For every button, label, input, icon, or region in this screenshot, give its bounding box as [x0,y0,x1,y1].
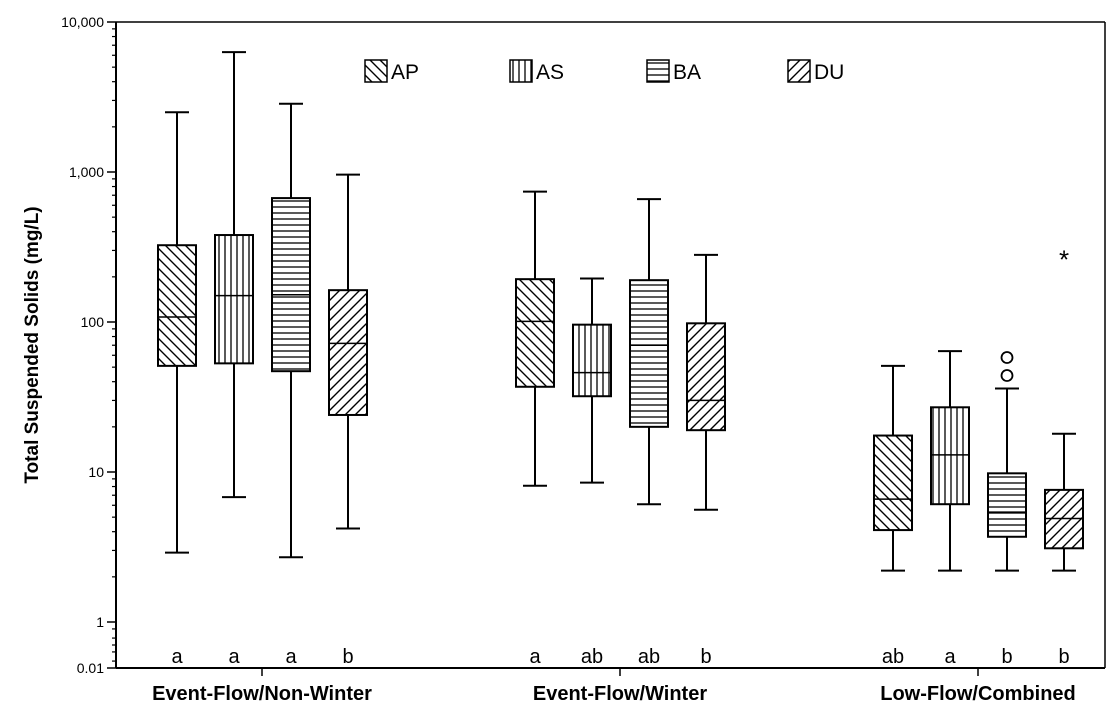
box-iqr [215,235,253,363]
box-DU: *b [1045,244,1083,668]
outlier-point [1002,370,1013,381]
y-tick-label: 1,000 [69,164,104,180]
box-iqr [630,280,668,427]
legend-entry-BA: BA [647,60,701,84]
significance-label: ab [638,646,660,668]
box-iqr [272,198,310,371]
box-DU: b [329,175,367,668]
x-group-label: Event-Flow/Non-Winter [152,683,372,705]
y-axis-title: Total Suspended Solids (mg/L) [22,206,43,483]
significance-label: b [1001,646,1012,668]
legend-entry-DU: DU [788,60,844,84]
significance-label: ab [882,646,904,668]
significance-label: ab [581,646,603,668]
x-group-label: Low-Flow/Combined [880,683,1076,705]
significance-label: a [228,646,240,668]
significance-label: a [171,646,183,668]
box-iqr [874,436,912,531]
box-DU: b [687,255,725,668]
box-iqr [687,323,725,430]
box-iqr [158,245,196,366]
y-tick-label: 10,000 [61,14,104,30]
box-iqr [931,407,969,504]
significance-label: a [529,646,541,668]
box-AP: a [158,112,196,668]
box-iqr [573,325,611,397]
legend-label: AS [536,61,564,84]
box-AP: a [516,192,554,668]
x-group-label: Event-Flow/Winter [533,683,707,705]
legend-entry-AS: AS [510,60,564,84]
box-BA: b [988,352,1026,668]
box-AS: a [931,351,969,668]
box-iqr [988,473,1026,536]
legend-swatch [647,60,669,82]
legend-swatch [510,60,532,82]
y-tick-label: 0.01 [77,660,104,676]
legend-entry-AP: AP [365,60,419,84]
significance-label: a [944,646,956,668]
significance-label: b [342,646,353,668]
legend: AP AS BA DU [365,60,844,84]
box-AS: a [215,52,253,668]
significance-label: b [700,646,711,668]
box-AS: ab [573,278,611,668]
significance-label: a [285,646,297,668]
legend-swatch [788,60,810,82]
legend-label: BA [673,61,701,84]
box-AP: ab [874,366,912,668]
y-tick-label: 1 [96,614,104,630]
box-iqr [329,290,367,415]
box-BA: a [272,104,310,668]
legend-label: DU [814,61,844,84]
y-tick-label: 10 [88,464,104,480]
y-tick-label: 100 [81,314,105,330]
boxes: a a a b a ab ab b ab a b*b [158,52,1083,668]
legend-swatch [365,60,387,82]
box-BA: ab [630,199,668,668]
significance-label: b [1058,646,1069,668]
legend-label: AP [391,61,419,84]
outlier-point [1002,352,1013,363]
box-iqr [516,279,554,387]
extreme-point: * [1059,244,1069,274]
